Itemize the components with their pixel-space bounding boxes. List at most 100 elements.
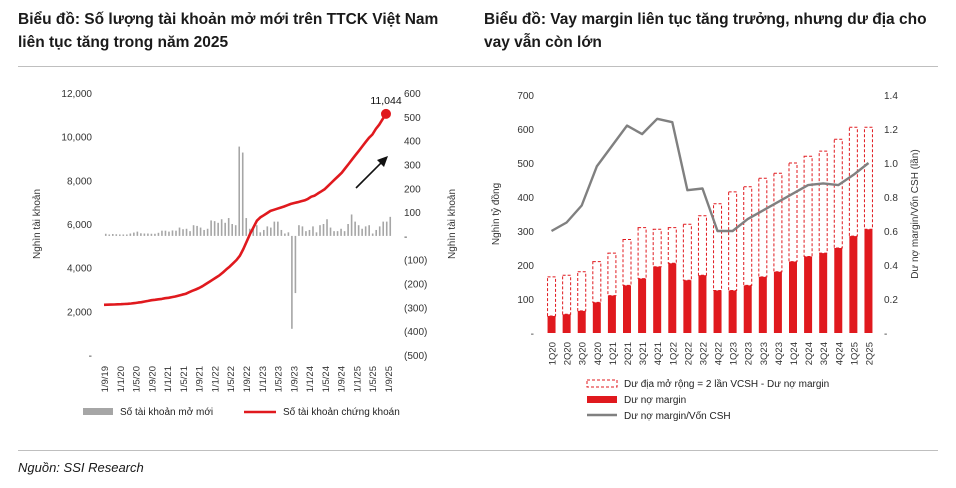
new-accounts-bar xyxy=(287,232,290,236)
right-chart-x-tick: 1Q24 xyxy=(789,342,800,365)
headroom-bar xyxy=(697,215,707,276)
left-chart-title: Biểu đồ: Số lượng tài khoản mở mới trên … xyxy=(18,11,439,51)
margin-bar xyxy=(864,229,873,333)
right-chart-right-y-tick: 0.4 xyxy=(884,261,898,272)
new-accounts-bar xyxy=(111,234,114,236)
new-accounts-bar xyxy=(126,234,128,236)
source-note: Nguồn: SSI Research xyxy=(18,460,144,475)
legend-swatch-new-accounts xyxy=(83,408,113,415)
headroom-bar xyxy=(743,186,753,286)
margin-bar xyxy=(547,316,556,333)
right-chart-x-tick: 4Q24 xyxy=(834,342,845,365)
headroom-bar xyxy=(607,252,617,297)
margin-bar xyxy=(683,280,692,333)
right-chart-x-tick: 3Q22 xyxy=(698,342,709,365)
new-accounts-bar xyxy=(368,225,370,236)
right-chart-right-y-tick: 0.2 xyxy=(884,295,898,306)
new-accounts-bar xyxy=(104,233,107,236)
new-accounts-bar xyxy=(182,229,184,236)
margin-bar xyxy=(562,314,571,333)
left-x-tick: 1/9/20 xyxy=(147,366,158,392)
new-accounts-bar xyxy=(333,231,335,236)
left-x-tick: 1/1/25 xyxy=(352,366,363,392)
new-accounts-bar xyxy=(210,220,212,236)
new-accounts-bar xyxy=(196,225,198,236)
left-x-tick: 1/1/21 xyxy=(163,366,174,392)
headroom-bar xyxy=(803,155,813,257)
left-x-tick: 1/1/22 xyxy=(210,366,221,392)
margin-bar xyxy=(668,263,677,333)
right-chart-right-y-tick: - xyxy=(884,329,887,340)
new-accounts-bar xyxy=(164,230,167,236)
left-x-tick: 1/5/21 xyxy=(179,366,190,392)
new-accounts-bar xyxy=(157,232,160,236)
new-accounts-bar xyxy=(280,229,283,236)
headroom-bar xyxy=(667,227,677,264)
left-x-tick: 1/9/22 xyxy=(242,366,253,392)
headroom-bar xyxy=(547,276,557,317)
new-accounts-bar xyxy=(108,234,111,236)
new-accounts-bar xyxy=(322,224,325,236)
last-value-label: 11,044 xyxy=(370,95,401,107)
right-chart-x-tick: 2Q21 xyxy=(623,342,634,365)
margin-bar xyxy=(698,275,707,333)
right-y-tick: (100) xyxy=(404,256,427,267)
right-chart-x-tick: 3Q20 xyxy=(578,342,589,365)
right-chart-x-tick: 1Q25 xyxy=(849,342,860,365)
new-accounts-bar xyxy=(143,233,146,236)
new-accounts-bar xyxy=(217,222,219,236)
new-accounts-bar xyxy=(270,227,272,236)
new-accounts-bar xyxy=(266,226,269,236)
right-chart-x-tick: 2Q23 xyxy=(744,342,755,365)
right-chart-right-y-tick: 1.0 xyxy=(884,159,898,170)
new-accounts-bar xyxy=(312,226,314,236)
new-accounts-bar xyxy=(255,225,258,236)
headroom-bar xyxy=(773,172,783,273)
margin-bar xyxy=(728,290,737,333)
right-chart-x-tick: 2Q20 xyxy=(563,342,574,365)
headroom-bar xyxy=(577,271,587,312)
right-y-tick: - xyxy=(404,232,407,243)
right-chart-x-tick: 1Q20 xyxy=(548,342,559,365)
new-accounts-bar xyxy=(305,231,307,236)
legend-label-total-accounts: Số tài khoản chứng khoán xyxy=(283,406,400,418)
new-accounts-bar xyxy=(350,214,353,236)
left-y-axis-label: Nghìn tài khoản xyxy=(32,189,43,259)
new-accounts-bar xyxy=(171,230,174,236)
new-accounts-bar xyxy=(340,228,342,236)
new-accounts-bar xyxy=(277,221,279,236)
margin-bar xyxy=(834,248,843,333)
new-accounts-bar xyxy=(241,152,244,236)
left-y-tick: 2,000 xyxy=(67,307,92,318)
headroom-bar xyxy=(622,239,632,286)
top-divider xyxy=(18,66,938,67)
right-y-tick: (400) xyxy=(404,327,427,338)
right-chart-left-y-tick: 200 xyxy=(517,261,534,272)
legend-swatch-margin xyxy=(587,396,617,403)
new-accounts-bar xyxy=(301,226,304,236)
new-accounts-bar xyxy=(298,225,300,236)
left-x-tick: 1/5/22 xyxy=(226,366,237,392)
right-y-tick: (300) xyxy=(404,303,427,314)
right-chart-x-tick: 3Q24 xyxy=(819,342,830,365)
right-chart-right-axis-label: Dư nợ margin/Vốn CSH (lần) xyxy=(909,149,921,278)
right-y-tick: (200) xyxy=(404,280,427,291)
right-chart-x-tick: 2Q25 xyxy=(864,342,875,365)
new-accounts-bar xyxy=(220,219,223,236)
new-accounts-bar xyxy=(168,231,170,236)
new-accounts-bar xyxy=(140,233,142,236)
new-accounts-bar xyxy=(192,225,195,236)
right-chart-x-tick: 4Q20 xyxy=(593,342,604,365)
right-y-tick: 200 xyxy=(404,184,421,195)
left-y-tick: 6,000 xyxy=(67,220,92,231)
new-accounts-bar xyxy=(326,219,328,236)
right-chart-x-tick: 2Q24 xyxy=(804,342,815,365)
margin-bar xyxy=(713,290,722,333)
left-x-tick: 1/1/20 xyxy=(116,366,127,392)
left-x-tick: 1/9/19 xyxy=(100,366,111,392)
new-accounts-bar xyxy=(154,233,156,236)
margin-bar xyxy=(638,278,647,333)
right-chart-left-y-tick: - xyxy=(531,329,534,340)
left-x-tick: 1/5/20 xyxy=(132,366,143,392)
